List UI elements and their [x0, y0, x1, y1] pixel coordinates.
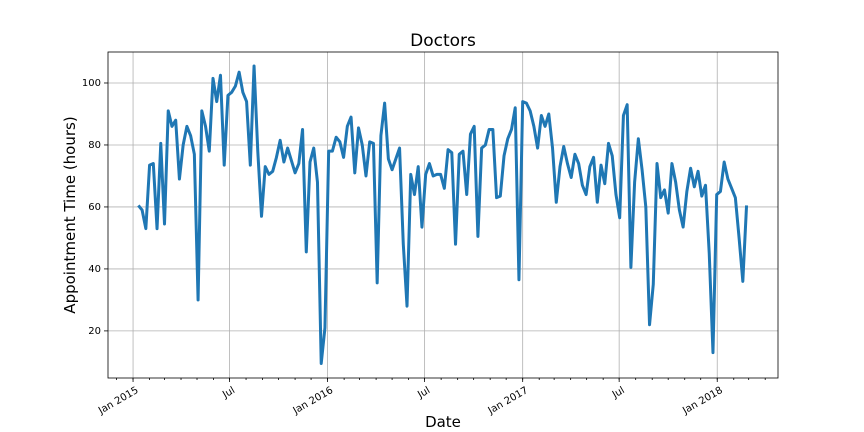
y-axis-label: Appointment Time (hours)	[61, 116, 79, 313]
chart-title: Doctors	[410, 31, 476, 51]
x-tick-label: Jan 2017	[486, 385, 531, 417]
x-tick-label: Jul	[610, 385, 627, 401]
y-tick-label: 20	[88, 326, 101, 337]
x-tick-label: Jan 2015	[96, 385, 141, 417]
y-tick-label: 60	[88, 202, 101, 213]
x-tick-label: Jan 2018	[680, 385, 725, 417]
x-tick-label: Jul	[220, 385, 237, 401]
y-tick-label: 100	[82, 78, 101, 89]
x-axis-label: Date	[425, 413, 461, 431]
data-line	[137, 64, 749, 365]
y-tick-label: 80	[88, 140, 101, 151]
x-tick-label: Jul	[415, 385, 432, 401]
y-tick-label: 40	[88, 264, 101, 275]
plot-frame	[107, 51, 779, 379]
x-tick-label: Jan 2016	[291, 385, 336, 417]
